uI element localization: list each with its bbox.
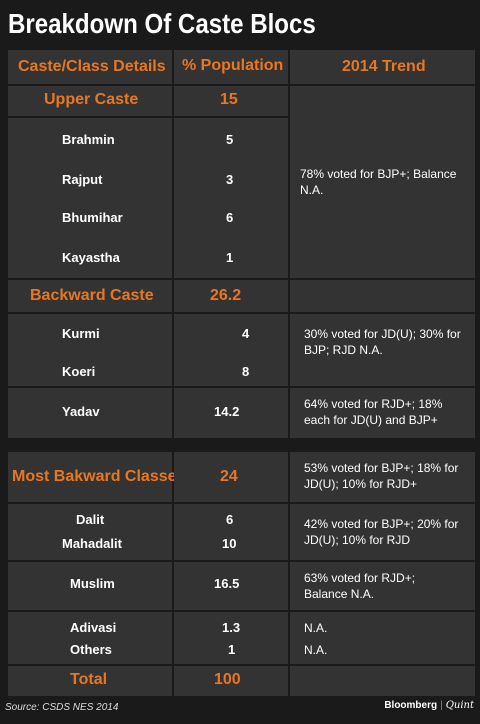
muslim-name-cell: Muslim <box>8 562 172 610</box>
total-value: 100 <box>214 671 241 688</box>
row-name: Bhumihar <box>62 210 123 225</box>
group-value: 26.2 <box>210 287 242 304</box>
row-value: 1 <box>226 250 234 265</box>
group-upper-caste-value: 15 <box>174 86 288 116</box>
caste-table: Caste/Class Details % Population 2014 Tr… <box>8 50 475 696</box>
trend-text: N.A. <box>304 643 328 657</box>
page-title: Breakdown Of Caste Blocs <box>8 8 316 39</box>
row-value: 10 <box>222 536 237 551</box>
yadav-trend: 64% voted for RJD+; 18% each for JD(U) a… <box>290 388 475 438</box>
row-value: 1.3 <box>222 620 241 635</box>
row-value: 1 <box>228 642 236 657</box>
trend-text: N.A. <box>304 621 328 635</box>
group-mbc: Most Bakward Classes <box>8 452 185 502</box>
row-value: 5 <box>226 132 234 147</box>
trend-text: 30% voted for JD(U); 30% for BJP; RJD N.… <box>304 327 461 357</box>
row-value: 8 <box>242 364 250 379</box>
row-value: 3 <box>226 172 234 187</box>
row-value: 14.2 <box>214 404 240 419</box>
header-population: % Population <box>182 57 284 74</box>
group-backward-caste: Backward Caste <box>8 280 172 312</box>
total-label: Total <box>70 671 108 688</box>
dalit-values: 6 10 <box>174 504 288 560</box>
brand-separator: | <box>440 700 443 711</box>
upper-caste-names: Brahmin Rajput Bhumihar Kayastha <box>8 118 172 278</box>
trend-text: 78% voted for BJP+; Balance N.A. <box>300 167 457 197</box>
row-value: 16.5 <box>214 576 240 591</box>
trend-text: 42% voted for BJP+; 20% for JD(U); 10% f… <box>304 517 459 547</box>
group-mbc-value: 24 <box>174 452 288 502</box>
row-value: 4 <box>242 326 250 341</box>
group-backward-caste-value: 26.2 <box>174 280 288 312</box>
group-label: Backward Caste <box>30 287 154 304</box>
row-value: 6 <box>226 512 234 527</box>
header-trend: 2014 Trend <box>342 58 426 75</box>
adivasi-others-trend: N.A. N.A. <box>290 612 475 664</box>
kurmi-koeri-names: Kurmi Koeri <box>8 314 172 386</box>
group-value: 24 <box>220 468 238 485</box>
kurmi-koeri-values: 4 8 <box>174 314 288 386</box>
row-name: Brahmin <box>62 132 115 147</box>
row-value: 6 <box>226 210 234 225</box>
row-name: Koeri <box>62 364 96 379</box>
header-cell-trend: 2014 Trend <box>290 50 475 84</box>
total-value-cell: 100 <box>174 666 288 696</box>
row-name: Muslim <box>70 576 115 591</box>
trend-text: 64% voted for RJD+; 18% each for JD(U) a… <box>304 397 443 427</box>
brand-logo: Bloomberg | Quint <box>384 700 474 711</box>
muslim-value-cell: 16.5 <box>174 562 288 610</box>
muslim-trend: 63% voted for RJD+; Balance N.A. <box>290 562 475 610</box>
total-label-cell: Total <box>8 666 172 696</box>
row-name: Mahadalit <box>62 536 122 551</box>
group-upper-caste: Upper Caste <box>8 86 172 116</box>
total-trend-blank <box>290 666 475 696</box>
row-name: Kayastha <box>62 250 120 265</box>
yadav-value-cell: 14.2 <box>174 388 288 438</box>
group-label: Upper Caste <box>44 91 139 108</box>
brand-name-2: Quint <box>445 700 474 711</box>
header-cell-details: Caste/Class Details <box>8 50 172 84</box>
group-value: 15 <box>220 91 238 108</box>
mbc-trend: 53% voted for BJP+; 18% for JD(U); 10% f… <box>290 452 475 502</box>
dalit-trend: 42% voted for BJP+; 20% for JD(U); 10% f… <box>290 504 475 560</box>
row-name: Rajput <box>62 172 103 187</box>
upper-caste-trend: 78% voted for BJP+; Balance N.A. <box>290 86 475 278</box>
row-name: Dalit <box>76 512 105 527</box>
adivasi-others-names: Adivasi Others <box>8 612 172 664</box>
adivasi-others-values: 1.3 1 <box>174 612 288 664</box>
row-name: Adivasi <box>70 620 117 635</box>
kurmi-koeri-trend: 30% voted for JD(U); 30% for BJP; RJD N.… <box>290 314 475 386</box>
brand-name-1: Bloomberg <box>384 700 438 711</box>
upper-caste-values: 5 3 6 1 <box>174 118 288 278</box>
header-cell-population: % Population <box>174 50 288 84</box>
row-name: Kurmi <box>62 326 100 341</box>
header-caste-class: Caste/Class Details <box>18 58 166 75</box>
group-label: Most Bakward Classes <box>12 468 186 485</box>
dalit-names: Dalit Mahadalit <box>8 504 172 560</box>
row-name: Yadav <box>62 404 100 419</box>
trend-text: 53% voted for BJP+; 18% for JD(U); 10% f… <box>304 461 459 491</box>
trend-text: 63% voted for RJD+; Balance N.A. <box>304 571 416 601</box>
row-name: Others <box>70 642 112 657</box>
yadav-name-cell: Yadav <box>8 388 172 438</box>
group-backward-caste-blank <box>290 280 475 312</box>
source-note: Source: CSDS NES 2014 <box>5 702 119 713</box>
